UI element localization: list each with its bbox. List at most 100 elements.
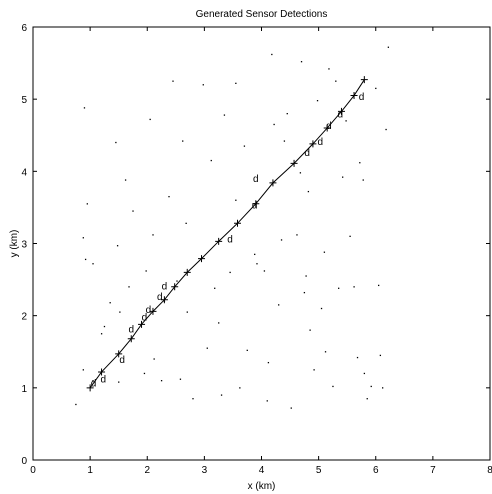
clutter-point <box>152 234 154 236</box>
clutter-point <box>283 140 286 142</box>
clutter-point <box>379 354 382 357</box>
clutter-point <box>305 275 307 277</box>
clutter-point <box>342 176 344 178</box>
clutter-point <box>182 140 184 142</box>
track-point <box>350 92 358 100</box>
x-tick-label: 3 <box>202 465 208 476</box>
clutter-point <box>210 159 212 162</box>
y-tick-label: 6 <box>21 23 27 34</box>
clutter-point <box>82 237 84 239</box>
clutter-point <box>185 222 187 224</box>
clutter-point <box>128 286 130 288</box>
track-point <box>127 335 135 343</box>
clutter-point <box>300 61 303 63</box>
clutter-point <box>149 118 151 121</box>
clutter-point <box>273 123 275 126</box>
clutter-point <box>370 385 372 388</box>
clutter-point <box>119 311 121 313</box>
detection-marker: d <box>119 355 125 366</box>
detection-marker: d <box>326 121 332 132</box>
detection-marker: d <box>338 110 344 121</box>
detection-marker: d <box>252 200 258 211</box>
clutter-point <box>103 325 106 328</box>
y-tick-label: 0 <box>21 456 27 467</box>
clutter-point <box>267 361 270 364</box>
track-point <box>337 107 345 115</box>
detection-marker: d <box>100 374 106 385</box>
x-tick-label: 5 <box>316 465 322 476</box>
clutter-point <box>356 356 359 359</box>
clutter-point <box>363 372 366 375</box>
x-axis-title: x (km) <box>248 481 276 492</box>
clutter-point <box>320 307 323 310</box>
detection-marker: d <box>128 325 134 336</box>
clutter-point <box>349 235 351 237</box>
track-point <box>269 179 277 187</box>
detection-marker: d <box>146 305 152 316</box>
clutter-point <box>84 258 87 261</box>
clutter-point <box>115 141 117 144</box>
track-point <box>86 384 94 392</box>
clutter-point <box>332 385 334 388</box>
clutter-point <box>153 358 155 360</box>
clutter-point <box>290 407 292 409</box>
clutter-point <box>296 234 298 236</box>
clutter-point <box>172 80 174 82</box>
clutter-point <box>345 120 347 122</box>
chart-title: Generated Sensor Detections <box>196 9 328 20</box>
clutter-point <box>316 100 319 102</box>
track-point <box>138 320 146 328</box>
clutter-point <box>299 172 302 174</box>
clutter-point <box>124 179 127 181</box>
detection-marker: d <box>304 148 310 159</box>
clutter-point <box>271 53 273 56</box>
clutter-point <box>382 387 384 389</box>
clutter-point <box>192 398 194 400</box>
x-tick-label: 2 <box>144 465 150 476</box>
track-point <box>290 159 298 167</box>
clutter-point <box>239 387 241 389</box>
clutter-point <box>83 107 86 109</box>
clutter-point <box>75 403 77 406</box>
detection-marker: d <box>359 92 365 103</box>
x-tick-label: 4 <box>259 465 265 476</box>
track-point <box>198 255 206 263</box>
detection-marker: d <box>253 174 259 185</box>
clutter-point <box>254 253 256 256</box>
clutter-point <box>229 271 231 274</box>
track-point <box>98 368 106 376</box>
clutter-point <box>92 263 94 265</box>
clutter-point <box>353 286 355 288</box>
y-tick-label: 1 <box>21 384 27 395</box>
clutter-point <box>218 322 220 324</box>
track-point <box>149 307 157 315</box>
clutter-point <box>235 82 237 84</box>
clutter-point <box>235 199 237 201</box>
clutter-point <box>378 284 380 287</box>
clutter-point <box>206 347 208 349</box>
clutter-point <box>220 394 223 396</box>
track-point <box>252 200 260 208</box>
clutter-point <box>160 380 163 382</box>
track-point <box>115 350 123 358</box>
clutter-point <box>256 263 258 265</box>
clutter-point <box>313 369 315 371</box>
clutter-point <box>243 145 246 147</box>
detection-marker: d <box>157 292 163 303</box>
plot-background <box>33 27 490 460</box>
clutter-point <box>214 287 216 289</box>
clutter-point <box>202 84 204 86</box>
clutter-point <box>303 291 306 294</box>
detection-marker: d <box>91 379 97 390</box>
clutter-point <box>309 329 311 331</box>
track-point <box>160 296 168 304</box>
plot-area <box>33 27 490 460</box>
track-point <box>171 283 179 291</box>
clutter-point <box>145 270 147 272</box>
clutter-point <box>168 195 170 198</box>
track-point <box>309 140 317 148</box>
clutter-point <box>328 68 330 70</box>
clutter-point <box>223 114 226 116</box>
clutter-point <box>86 203 88 205</box>
